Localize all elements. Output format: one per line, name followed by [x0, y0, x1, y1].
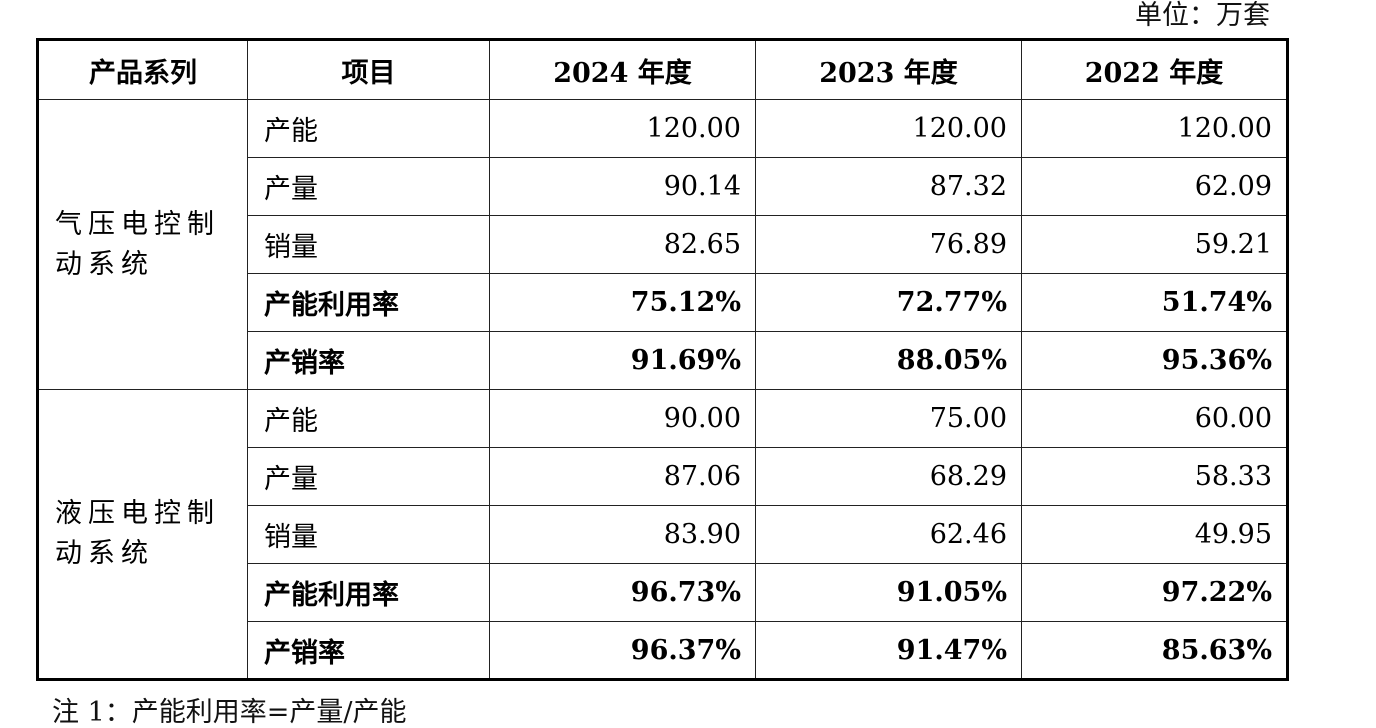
item-cell: 产能利用率 [247, 273, 490, 332]
value-cell: 60.00 [1021, 389, 1288, 448]
value-cell: 51.74% [1021, 273, 1288, 332]
table-row: 气压电控制动系统 产能 120.00 120.00 120.00 [37, 99, 1288, 390]
value-cell: 96.73% [489, 563, 756, 622]
table-row: 液压电控制动系统 产能 90.00 75.00 60.00 [37, 389, 1288, 680]
header-series: 产品系列 [37, 39, 248, 100]
value-cell: 91.47% [755, 621, 1022, 680]
value-cell: 82.65 [489, 215, 756, 274]
series-cell: 液压电控制动系统 [37, 389, 248, 680]
value-cell: 72.77% [755, 273, 1022, 332]
value-cell: 91.69% [489, 331, 756, 390]
value-cell: 120.00 [1021, 99, 1288, 158]
header-item: 项目 [247, 39, 490, 100]
table-row: 产量 87.06 68.29 58.33 [38, 447, 1288, 506]
table-row: 销量 83.90 62.46 49.95 [38, 505, 1288, 564]
item-cell: 产能 [247, 99, 490, 158]
value-cell: 85.63% [1021, 621, 1288, 680]
table-row: 产销率 91.69% 88.05% 95.36% [38, 331, 1288, 390]
value-cell: 62.46 [755, 505, 1022, 564]
item-cell: 销量 [247, 505, 490, 564]
value-cell: 83.90 [489, 505, 756, 564]
table-row: 产销率 96.37% 91.47% 85.63% [38, 621, 1288, 680]
value-cell: 58.33 [1021, 447, 1288, 506]
item-cell: 产能 [247, 389, 490, 448]
value-cell: 87.32 [755, 157, 1022, 216]
item-cell: 产销率 [247, 331, 490, 390]
header-2024: 2024 年度 [489, 39, 756, 100]
value-cell: 120.00 [489, 99, 756, 158]
value-cell: 62.09 [1021, 157, 1288, 216]
value-cell: 75.12% [489, 273, 756, 332]
item-cell: 产量 [247, 447, 490, 506]
header-2022: 2022 年度 [1021, 39, 1288, 100]
table-row: 产能利用率 96.73% 91.05% 97.22% [38, 563, 1288, 622]
item-cell: 产销率 [247, 621, 490, 680]
value-cell: 90.00 [489, 389, 756, 448]
value-cell: 88.05% [755, 331, 1022, 390]
value-cell: 59.21 [1021, 215, 1288, 274]
series-cell: 气压电控制动系统 [37, 99, 248, 390]
value-cell: 97.22% [1021, 563, 1288, 622]
table-body: 气压电控制动系统 产能 120.00 120.00 120.00 产量 90.14 87.32… [37, 99, 1288, 680]
value-cell: 68.29 [755, 447, 1022, 506]
unit-label: 单位：万套 [1135, 0, 1270, 31]
footnote: 注 1：产能利用率=产量/产能 [52, 697, 407, 728]
value-cell: 76.89 [755, 215, 1022, 274]
value-cell: 87.06 [489, 447, 756, 506]
header-row: 产品系列 项目 2024 年度 2023 年度 2022 年度 [37, 39, 1288, 100]
item-cell: 产能利用率 [247, 563, 490, 622]
value-cell: 90.14 [489, 157, 756, 216]
capacity-table: 产品系列 项目 2024 年度 2023 年度 2022 年度 气压电控制动系统… [36, 38, 1289, 681]
value-cell: 91.05% [755, 563, 1022, 622]
value-cell: 49.95 [1021, 505, 1288, 564]
header-2023: 2023 年度 [755, 39, 1022, 100]
item-cell: 产量 [247, 157, 490, 216]
value-cell: 120.00 [755, 99, 1022, 158]
table-row: 产能利用率 75.12% 72.77% 51.74% [38, 273, 1288, 332]
value-cell: 96.37% [489, 621, 756, 680]
item-cell: 销量 [247, 215, 490, 274]
value-cell: 75.00 [755, 389, 1022, 448]
value-cell: 95.36% [1021, 331, 1288, 390]
